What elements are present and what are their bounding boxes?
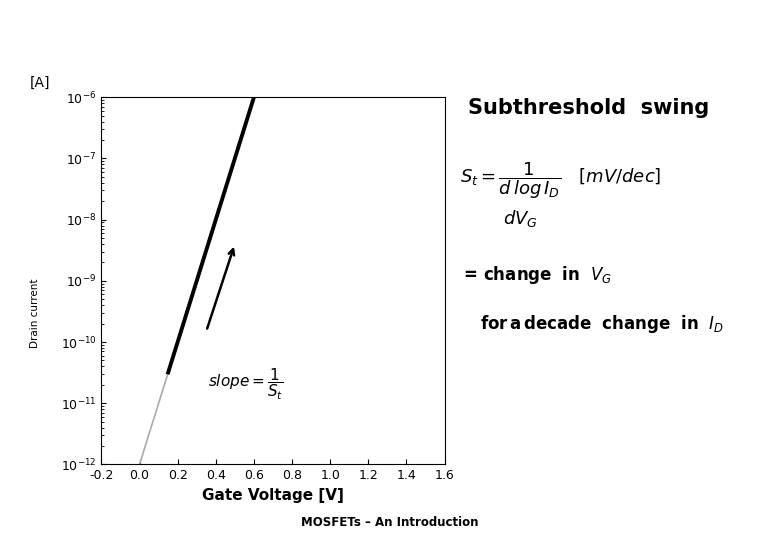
Text: $\mathbf{= \,change\ \ in\ }$ $\mathit{V_G}$: $\mathbf{= \,change\ \ in\ }$ $\mathit{V… — [460, 265, 612, 286]
Text: $\mathit{S_t} = \dfrac{\mathit{1}}{\mathit{d\,log\,I_D}}$   $\mathit{[mV/dec]}$: $\mathit{S_t} = \dfrac{\mathit{1}}{\math… — [460, 160, 661, 201]
Text: [A]: [A] — [30, 76, 50, 90]
Text: Subthreshold  swing: Subthreshold swing — [468, 98, 709, 118]
Text: $\mathbf{for\, a\, decade\ \ change\ \ in\ }$ $\mathit{I_D}$: $\mathbf{for\, a\, decade\ \ change\ \ i… — [480, 313, 724, 335]
Text: MOSFETs – An Introduction: MOSFETs – An Introduction — [301, 516, 479, 529]
X-axis label: Gate Voltage [V]: Gate Voltage [V] — [202, 488, 344, 503]
Text: Drain current: Drain current — [30, 279, 40, 348]
Text: $\mathit{dV_G}$: $\mathit{dV_G}$ — [503, 208, 538, 229]
Text: $\mathit{slope} = \dfrac{\mathit{1}}{\mathit{S_t}}$: $\mathit{slope} = \dfrac{\mathit{1}}{\ma… — [208, 366, 284, 402]
